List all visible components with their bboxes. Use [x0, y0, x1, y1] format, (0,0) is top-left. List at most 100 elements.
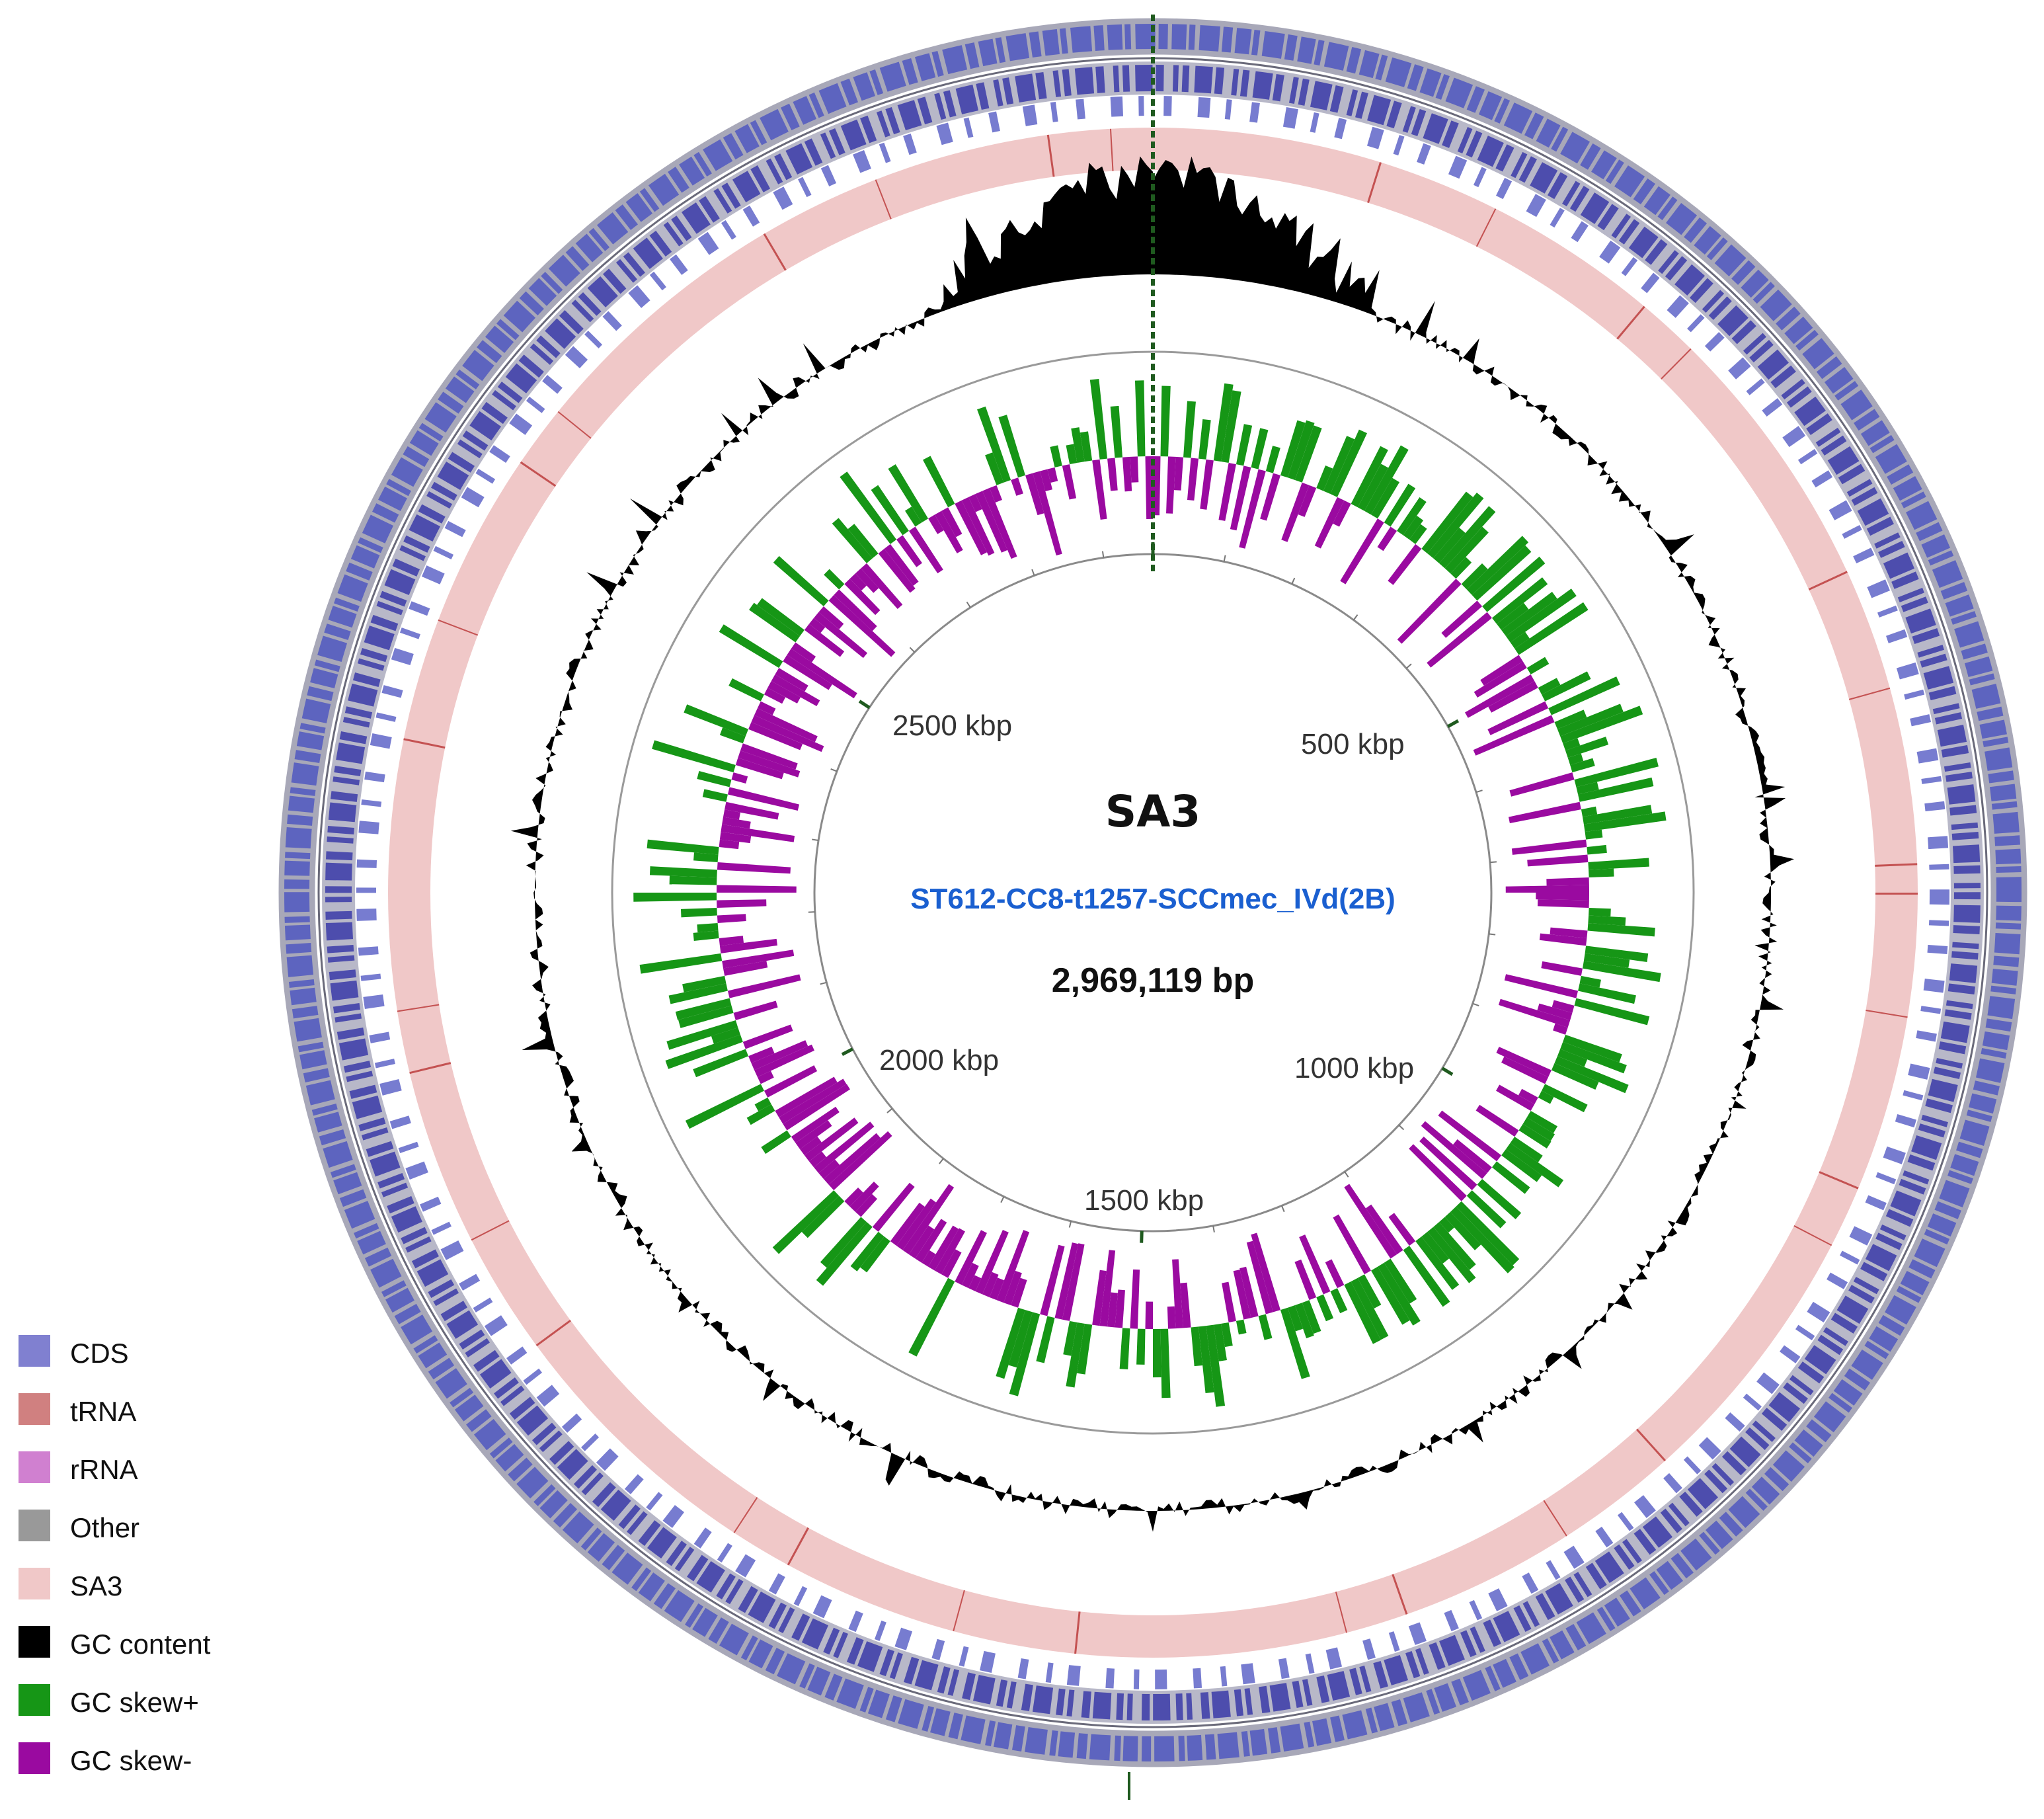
cds-ring-extra	[356, 96, 1949, 1689]
gc-skew-positive-bar	[1258, 1314, 1273, 1340]
gc-skew-positive-bar	[801, 1195, 845, 1238]
legend-label-trna: tRNA	[70, 1396, 137, 1427]
legend-item-sa3: SA3	[19, 1558, 283, 1617]
gc-skew-negative-bar	[775, 668, 808, 692]
gc-skew-positive-bar	[832, 518, 873, 563]
gc-skew-positive-bar	[1080, 431, 1093, 462]
gc-skew-negative-bar	[928, 1225, 959, 1271]
tick-label-500: 500 kbp	[1301, 728, 1405, 760]
gc-skew-positive-bar	[652, 740, 736, 773]
gc-skew-negative-bar	[779, 1078, 847, 1124]
gc-skew-positive-bar	[1579, 975, 1601, 988]
legend-swatch-sa3	[19, 1568, 50, 1599]
gc-skew-negative-bar	[922, 1250, 936, 1267]
gc-skew-negative-bar	[787, 648, 857, 699]
gc-skew-negative-bar	[975, 491, 1008, 553]
gc-skew-negative-bar	[751, 715, 824, 752]
gc-skew-positive-bar	[1221, 390, 1241, 464]
minor-tick	[820, 981, 827, 985]
gc-skew-negative-bar	[814, 612, 868, 659]
gc-skew-track	[633, 378, 1667, 1407]
gc-skew-negative-bar	[1233, 1270, 1251, 1320]
gc-skew-positive-bar	[1583, 953, 1630, 968]
gc-skew-negative-bar	[1496, 1047, 1552, 1077]
gc-skew-negative-bar	[804, 624, 845, 657]
legend-item-trna: tRNA	[19, 1384, 283, 1442]
gc-skew-positive-bar	[1497, 602, 1529, 630]
tick-label-1000: 1000 kbp	[1294, 1052, 1414, 1084]
minor-tick	[1291, 577, 1296, 585]
legend-swatch-rrna	[19, 1451, 50, 1483]
gc-skew-positive-bar	[888, 464, 929, 523]
gc-skew-positive-bar	[998, 415, 1026, 478]
gc-skew-positive-bar	[1344, 1281, 1381, 1344]
gc-skew-negative-bar	[1314, 497, 1345, 549]
gc-skew-positive-bar	[1433, 527, 1466, 563]
minor-tick	[1475, 789, 1483, 793]
gc-skew-negative-bar	[1488, 681, 1538, 713]
gc-skew-negative-bar	[908, 1225, 935, 1259]
gc-skew-negative-bar	[1040, 1244, 1065, 1316]
gc-skew-negative-bar	[795, 1120, 832, 1149]
gc-skew-positive-bar	[1585, 829, 1603, 840]
gc-skew-positive-bar	[1351, 446, 1388, 508]
gc-skew-positive-bar	[1522, 1117, 1555, 1141]
gc-skew-positive-bar	[1505, 588, 1577, 643]
gc-skew-positive-bar	[682, 975, 727, 992]
gc-skew-positive-bar	[1588, 915, 1626, 926]
gc-skew-negative-bar	[941, 1249, 962, 1278]
gc-skew-negative-bar	[754, 708, 818, 743]
gc-skew-negative-bar	[961, 1262, 979, 1289]
gc-skew-negative-bar	[1536, 893, 1589, 901]
gc-skew-positive-bar	[1542, 671, 1591, 702]
gc-skew-negative-bar	[878, 548, 916, 593]
gc-skew-negative-bar	[1527, 854, 1589, 867]
gc-skew-positive-bar	[1357, 1274, 1382, 1309]
gc-skew-positive-bar	[1076, 1323, 1093, 1375]
gc-skew-positive-bar	[1538, 678, 1561, 695]
gc-skew-positive-bar	[1066, 444, 1078, 465]
gc-skew-positive-bar	[1583, 811, 1667, 832]
legend-item-gc-skew-pos: GC skew+	[19, 1675, 283, 1733]
gc-skew-negative-bar	[928, 514, 944, 534]
gc-skew-positive-bar	[633, 893, 717, 902]
gc-skew-negative-bar	[1239, 1266, 1259, 1318]
legend-item-other: Other	[19, 1500, 283, 1558]
gc-skew-positive-bar	[1206, 1324, 1226, 1407]
gc-skew-positive-bar	[1538, 1090, 1554, 1104]
gc-skew-negative-bar	[849, 1182, 879, 1212]
gc-skew-negative-bar	[1187, 458, 1199, 501]
gc-skew-negative-bar	[884, 544, 919, 586]
gc-skew-negative-bar	[719, 938, 777, 953]
gc-skew-negative-bar	[1054, 1242, 1079, 1320]
minor-tick	[1344, 1171, 1349, 1178]
gc-skew-positive-bar	[1160, 385, 1171, 457]
legend-swatch-cds	[19, 1335, 50, 1367]
legend-swatch-gc-skew-pos	[19, 1684, 50, 1716]
gc-skew-negative-bar	[791, 642, 816, 663]
gc-skew-negative-bar	[748, 1046, 775, 1063]
gc-skew-positive-bar	[1526, 657, 1550, 674]
gc-skew-negative-bar	[1333, 1214, 1371, 1275]
gc-skew-positive-bar	[1560, 1041, 1627, 1074]
gc-skew-negative-bar	[1501, 1056, 1549, 1084]
gc-skew-negative-bar	[1504, 974, 1579, 998]
gc-skew-negative-bar	[1218, 463, 1236, 521]
gc-skew-negative-bar	[890, 1202, 925, 1246]
gc-skew-positive-bar	[1551, 1063, 1599, 1090]
minor-tick	[1000, 1196, 1005, 1203]
gc-skew-positive-bar	[1578, 777, 1654, 802]
gc-skew-negative-bar	[1222, 1281, 1236, 1322]
gc-skew-negative-bar	[1518, 1088, 1538, 1104]
gc-skew-positive-bar	[1563, 1034, 1622, 1063]
gc-skew-negative-bar	[982, 488, 1017, 559]
gc-skew-positive-bar	[923, 456, 955, 508]
gc-skew-negative-bar	[961, 497, 995, 556]
gc-skew-positive-bar	[1384, 483, 1416, 527]
legend-item-cds: CDS	[19, 1326, 283, 1384]
legend-label-other: Other	[70, 1512, 140, 1543]
gc-skew-positive-bar	[1160, 1328, 1171, 1398]
gc-skew-negative-bar	[902, 1184, 955, 1255]
gc-skew-negative-bar	[757, 701, 776, 715]
gc-skew-positive-bar	[977, 406, 1011, 483]
